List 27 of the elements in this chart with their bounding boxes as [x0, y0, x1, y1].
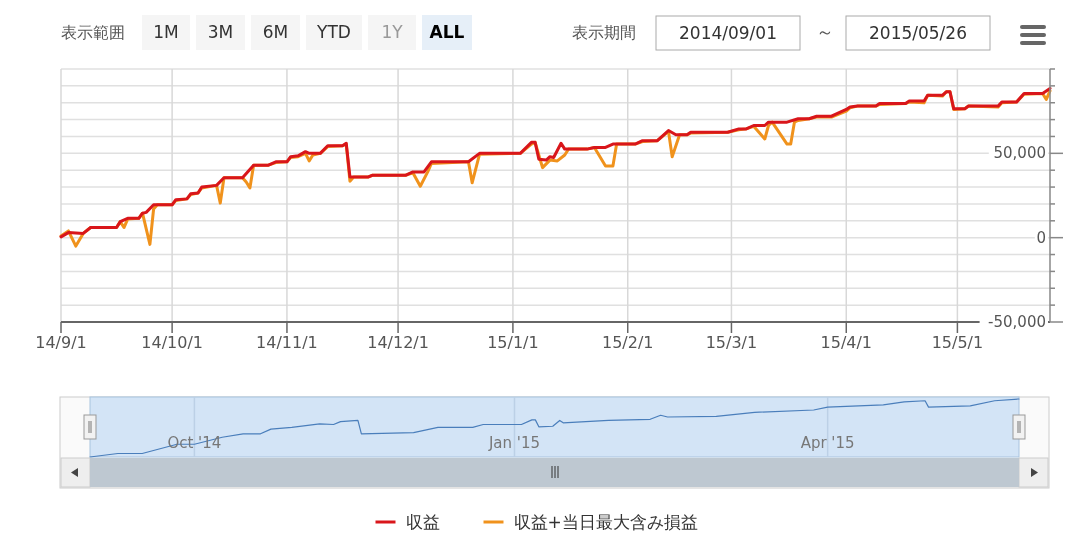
- text: 2015/05/26: [869, 23, 967, 43]
- x-tick-label: 15/2/1: [601, 333, 654, 352]
- text: 表示範囲: [61, 23, 125, 42]
- x-tick-label: 15/5/1: [931, 333, 984, 352]
- text: 表示期間: [572, 23, 636, 42]
- x-tick-label: Apr '15: [800, 434, 855, 452]
- x-tick-label: 14/10/1: [141, 333, 203, 352]
- y-tick-label: 50,000: [993, 144, 1046, 163]
- text: YTD: [316, 22, 351, 42]
- x-tick-label: 15/3/1: [705, 333, 758, 352]
- y-tick-label: -50,000: [988, 313, 1046, 331]
- text: 1M: [153, 22, 179, 42]
- text: 2014/09/01: [679, 23, 777, 43]
- text: ～: [816, 21, 834, 42]
- text: ALL: [429, 22, 465, 42]
- x-tick-label: 14/9/1: [35, 333, 87, 352]
- x-tick-label: 15/4/1: [820, 333, 873, 352]
- text: 3M: [207, 22, 234, 42]
- x-tick-label: 14/11/1: [256, 333, 318, 352]
- x-tick-label: Jan '15: [487, 434, 541, 452]
- legend-label: 収益: [405, 512, 440, 532]
- x-tick-label: 14/12/1: [367, 333, 429, 352]
- x-tick-label: 15/1/1: [487, 333, 539, 352]
- legend-label: 収益+当日最大含み損益: [513, 512, 698, 532]
- text: 6M: [262, 22, 289, 42]
- text: 1Y: [381, 22, 404, 42]
- y-tick-label: 0: [1036, 228, 1046, 247]
